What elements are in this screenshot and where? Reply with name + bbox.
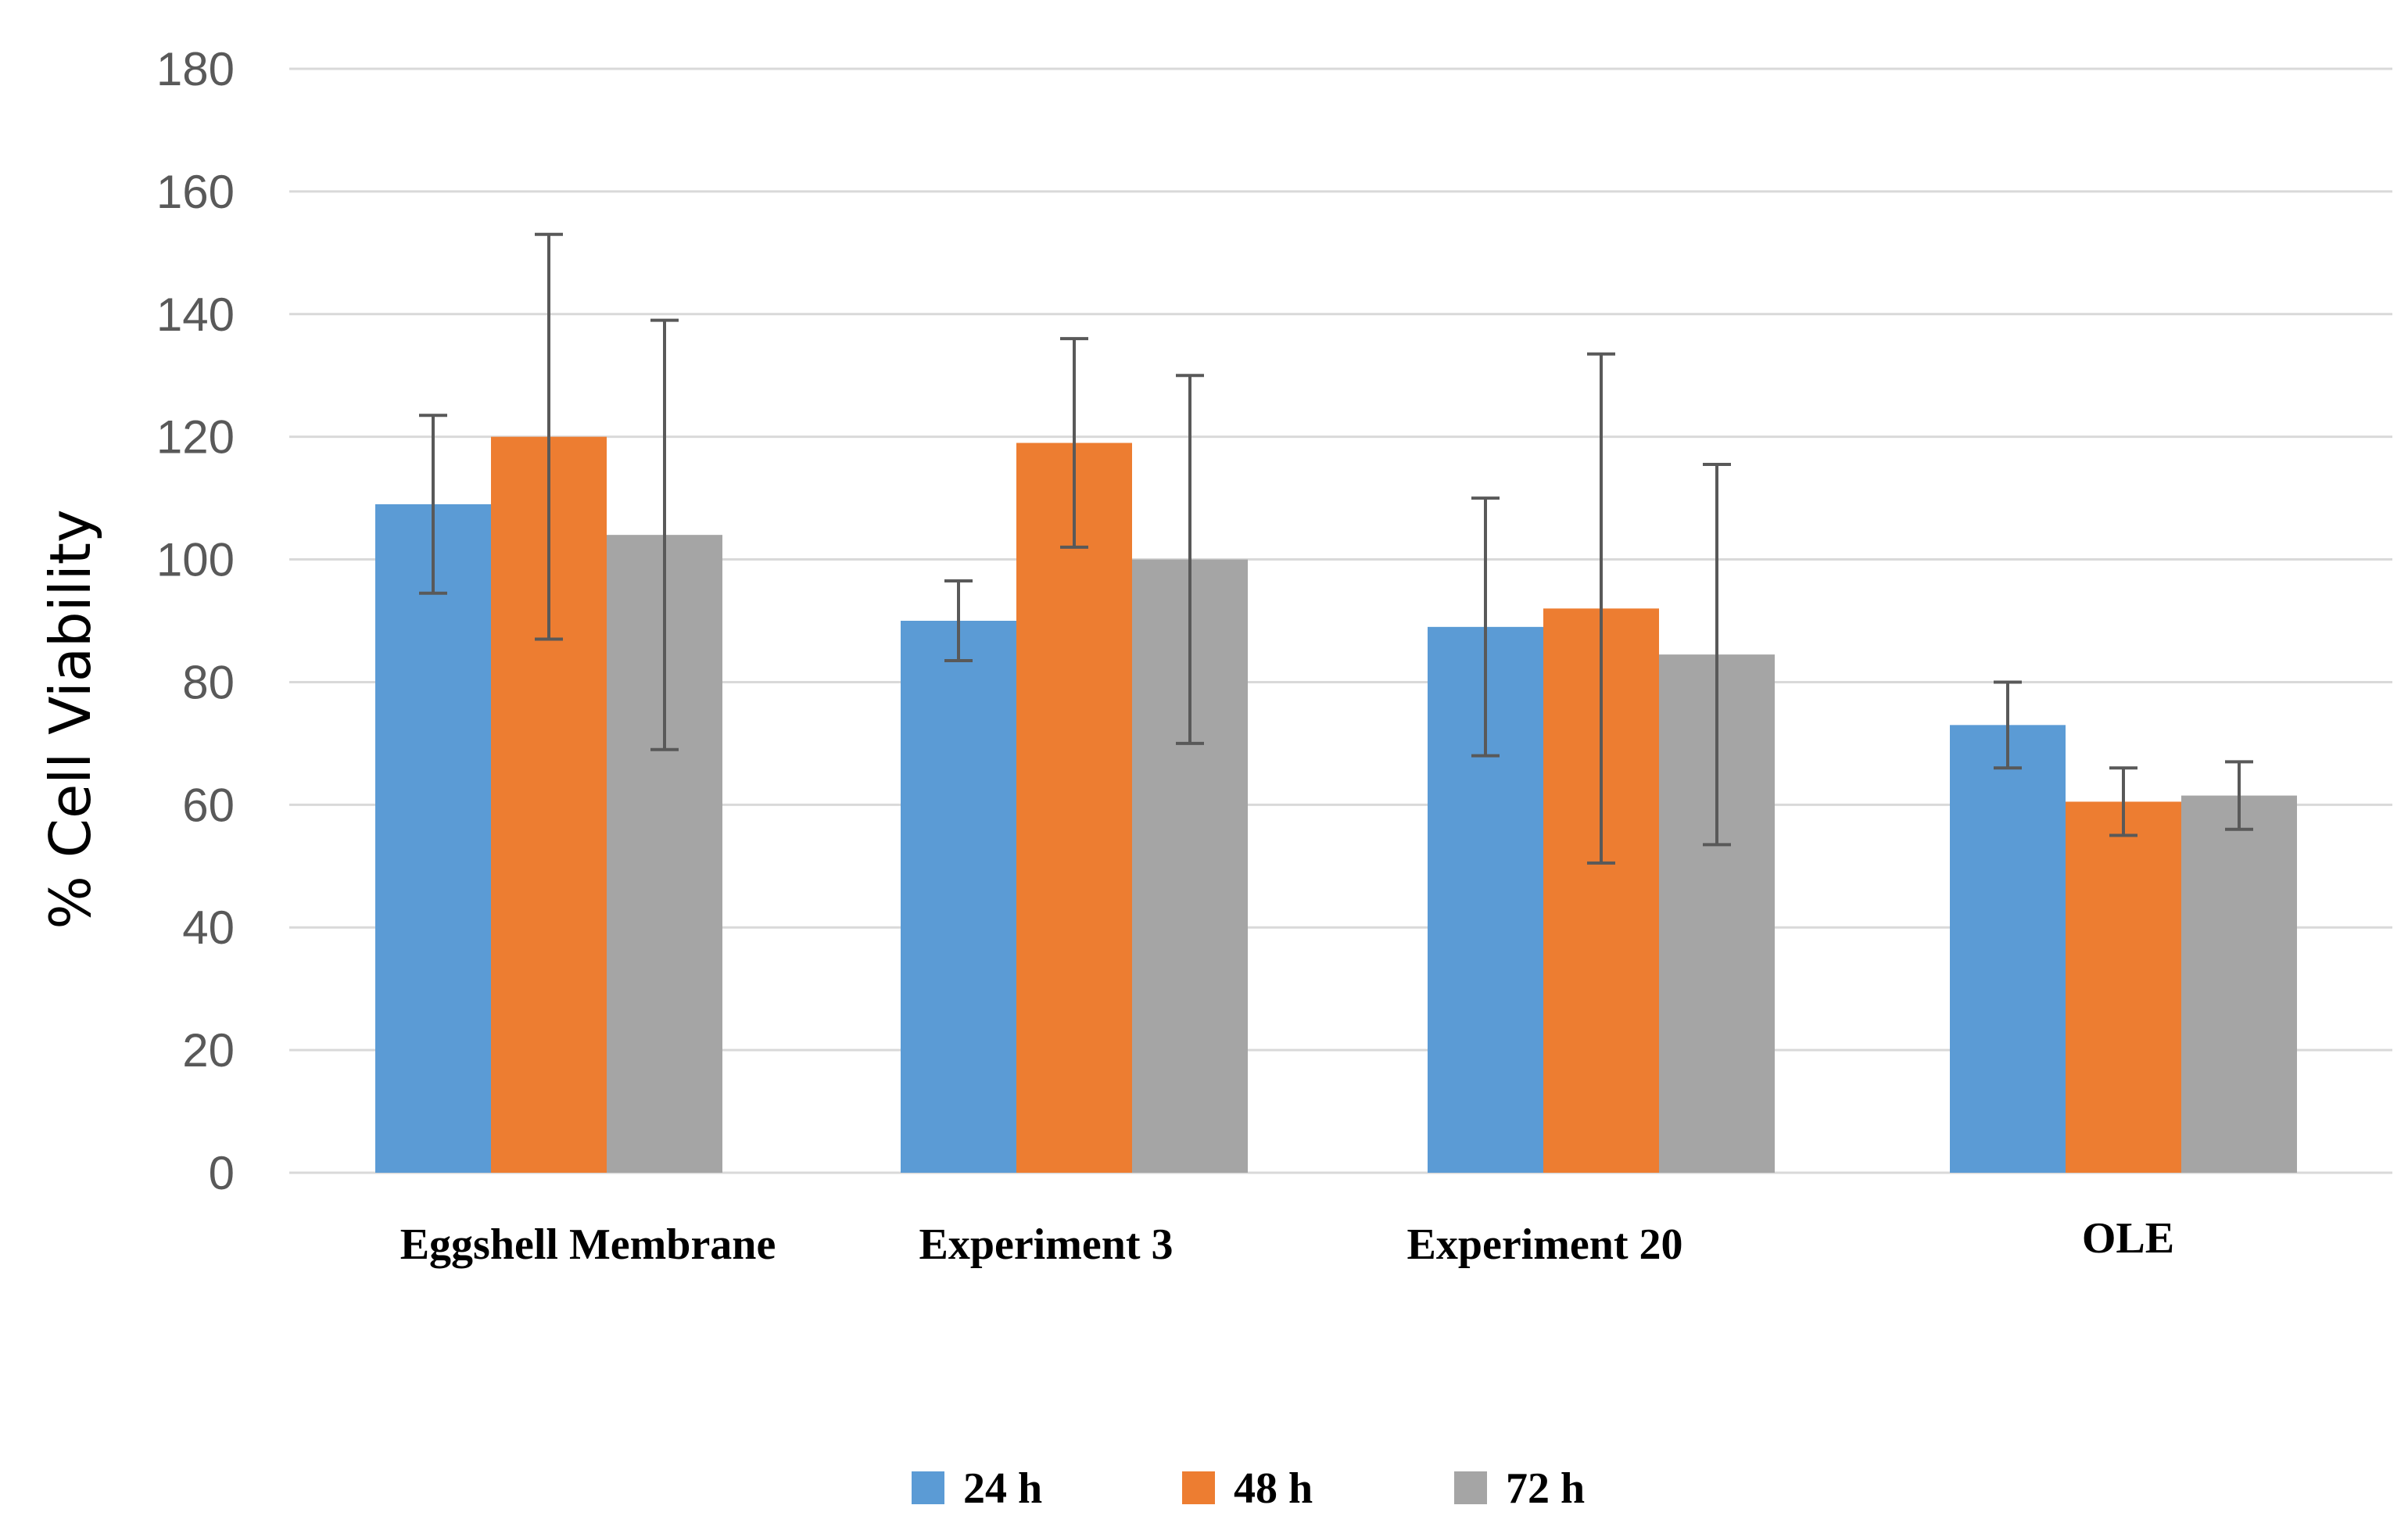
x-axis-categories: Eggshell Membrane Experiment 3 Experiment … [400,1214,2174,1269]
error-bar [2225,760,2253,831]
legend-swatch [912,1471,944,1504]
legend-label: 24 h [963,1464,1042,1513]
y-tick-label: 0 [209,1147,235,1199]
y-tick-label: 120 [156,411,235,464]
legend-swatch [1182,1471,1215,1504]
y-tick-label: 40 [182,901,235,954]
y-tick-label: 60 [182,779,235,831]
bar [375,503,491,1173]
legend-item: 72 h [1454,1464,1585,1513]
bar [2066,801,2181,1173]
y-tick-label: 180 [156,43,235,95]
error-bar [650,318,679,751]
x-category-label: OLE [2082,1214,2174,1263]
legend-item: 24 h [912,1464,1042,1513]
error-bar [1471,496,1500,758]
y-tick-label: 20 [182,1024,235,1077]
legend-label: 72 h [1506,1464,1585,1513]
legend-swatch [1454,1471,1487,1504]
x-category-label: Experiment 20 [1406,1220,1682,1269]
y-tick-label: 100 [156,534,235,586]
error-bar [1994,680,2022,770]
error-bar [1176,374,1204,745]
bar [1016,443,1132,1173]
y-axis-label: % Cell Viability [38,509,103,929]
error-bar [1587,352,1615,865]
x-category-label: Eggshell Membrane [400,1220,776,1269]
bar [1950,725,2066,1173]
error-bar [2109,766,2137,837]
legend-item: 48 h [1182,1464,1313,1513]
y-tick-label: 80 [182,656,235,708]
y-tick-label: 140 [156,288,235,341]
error-bars [419,232,2253,865]
y-tick-label: 160 [156,166,235,218]
error-bar [1703,462,1731,847]
error-bar [535,232,563,641]
legend-label: 48 h [1234,1464,1313,1513]
error-bar [1060,337,1088,549]
x-category-label: Experiment 3 [919,1220,1173,1269]
bar [901,621,1016,1173]
legend: 24 h 48 h 72 h [912,1464,1585,1513]
error-bar [944,579,973,662]
bar [2181,795,2297,1173]
y-axis-ticks: 0 20 40 60 80 100 120 140 160 180 [156,43,235,1199]
error-bar [419,414,447,595]
bars [375,436,2297,1173]
